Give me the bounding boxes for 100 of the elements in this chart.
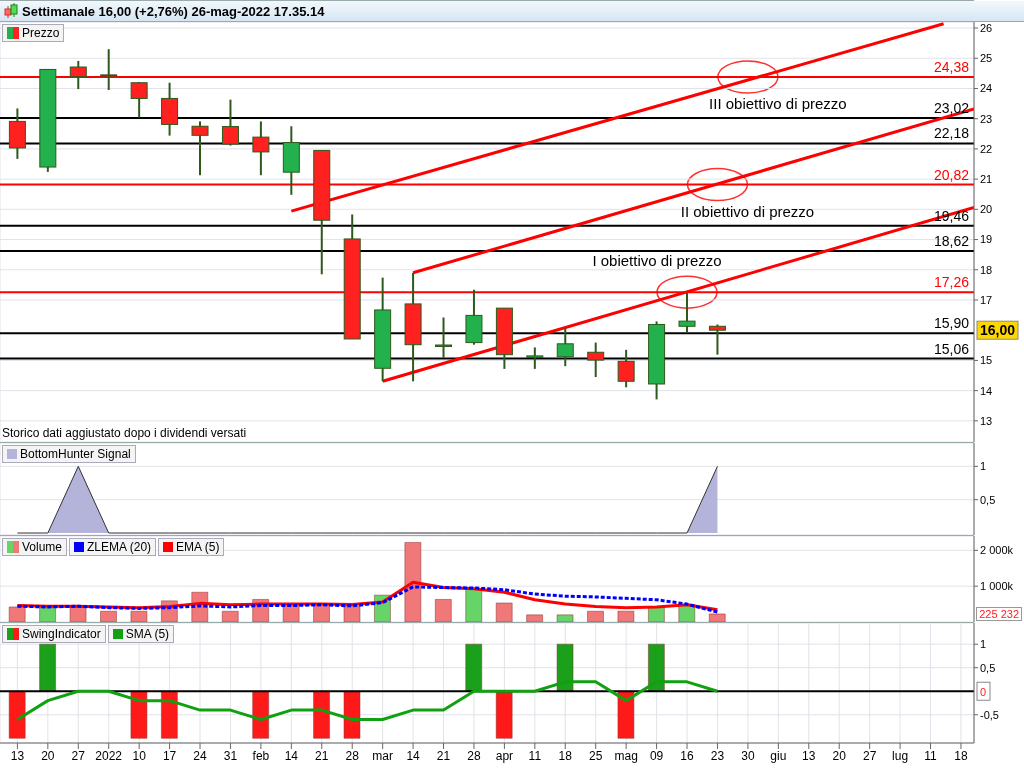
- x-tick-label: 18: [954, 748, 968, 763]
- candlestick: [130, 81, 148, 119]
- y-tick-label: 26: [980, 21, 993, 34]
- x-tick-label: 24: [193, 748, 208, 763]
- bar: [221, 611, 239, 622]
- y-tick-label: 2 000k: [980, 544, 1014, 557]
- y-tick-label: 21: [980, 173, 993, 186]
- annotation: 16,00: [980, 322, 1016, 339]
- bar: [8, 606, 26, 622]
- annotation: 0: [980, 686, 987, 699]
- x-tick-label: 28: [345, 748, 360, 763]
- x-tick-label: 23: [710, 748, 725, 763]
- annotation: I obiettivo di prezzo: [592, 252, 722, 270]
- legend-label: BottomHunter Signal: [20, 447, 131, 461]
- bar: [404, 542, 422, 622]
- candlestick: [556, 327, 574, 368]
- x-tick-label: 10: [132, 748, 147, 763]
- y-tick-label: 18: [980, 263, 993, 276]
- x-tick-label: mar: [372, 748, 393, 763]
- x-tick-label: 28: [467, 748, 481, 763]
- legend-label: Volume: [22, 540, 63, 554]
- x-tick-label: 14: [284, 748, 299, 763]
- x-tick-label: 20: [832, 748, 847, 763]
- x-tick-label: 21: [436, 748, 451, 763]
- candlestick: [708, 323, 726, 356]
- x-tick-label: 27: [862, 748, 877, 763]
- x-tick-label: 21: [315, 748, 329, 763]
- x-tick-label: 13: [10, 748, 25, 763]
- x-tick-label: 27: [71, 748, 86, 763]
- y-tick-label: 15: [980, 354, 993, 367]
- annotation: II obiettivo di prezzo: [680, 202, 815, 220]
- y-tick-label: 1: [980, 460, 987, 473]
- chart-title: Settimanale 16,00 (+2,76%) 26-mag-2022 17.35.14: [22, 3, 325, 19]
- y-tick-label: 0,5: [980, 661, 996, 674]
- x-tick-label: 14: [406, 748, 421, 763]
- candlestick: [587, 341, 605, 379]
- candlestick: [252, 120, 270, 177]
- bar: [435, 599, 452, 622]
- text: 225 232: [976, 607, 1022, 621]
- x-tick-label: 25: [589, 748, 603, 763]
- y-tick-label: 0,5: [980, 493, 996, 506]
- y-tick-label: 22: [980, 142, 993, 155]
- candlestick: [435, 316, 453, 359]
- x-tick-label: mag: [614, 748, 638, 763]
- candlestick: [69, 59, 87, 91]
- y-tick-label: 25: [980, 52, 993, 65]
- annotation: Storico dati aggiustato dopo i dividendi versati: [2, 426, 247, 440]
- y-tick-label: 17: [980, 293, 993, 306]
- annotation: III obiettivo di prezzo: [709, 94, 847, 112]
- bar: [100, 611, 117, 622]
- ref-line-label: 15,90: [933, 315, 970, 332]
- x-tick-label: 20: [41, 748, 55, 763]
- candlestick: [526, 346, 544, 370]
- bar: [130, 611, 148, 622]
- y-tick-label: 24: [980, 82, 993, 95]
- legend-label: ZLEMA (20): [87, 540, 152, 554]
- bar: [343, 606, 361, 622]
- ref-line-label: 15,06: [933, 340, 970, 357]
- bar: [708, 613, 726, 622]
- x-tick-label: 09: [649, 748, 664, 763]
- bar: [495, 602, 513, 622]
- x-tick-label: 30: [741, 748, 755, 763]
- bar: [648, 606, 665, 622]
- candlestick: [221, 98, 239, 147]
- bar: [617, 611, 635, 622]
- x-tick-label: 18: [558, 748, 573, 763]
- y-tick-label: 1: [980, 638, 987, 651]
- x-tick-label: 2022: [95, 748, 123, 763]
- bar: [556, 614, 574, 622]
- bar: [465, 588, 482, 622]
- ref-line-label: 22,18: [933, 125, 970, 142]
- candlestick: [617, 348, 635, 389]
- ref-line-label: 20,82: [933, 166, 970, 183]
- x-tick-label: giu: [770, 748, 787, 763]
- y-tick-label: 13: [980, 414, 993, 427]
- x-tick-label: lug: [892, 748, 909, 763]
- x-tick-label: 16: [680, 748, 695, 763]
- bar: [526, 614, 543, 622]
- ref-line-label: 17,26: [933, 274, 970, 291]
- x-tick-label: apr: [495, 748, 514, 763]
- ref-line-label: 23,02: [933, 100, 970, 117]
- candlestick: [678, 292, 696, 334]
- legend-label: SwingIndicator: [22, 627, 101, 641]
- x-tick-label: 11: [924, 748, 938, 763]
- y-tick-label: -0,5: [980, 708, 999, 721]
- x-tick-label: 11: [528, 748, 542, 763]
- y-tick-label: 19: [980, 233, 993, 246]
- legend-label: EMA (5): [176, 540, 220, 554]
- bar: [69, 606, 87, 622]
- y-tick-label: 1 000k: [980, 580, 1014, 593]
- legend-label: SMA (5): [125, 627, 170, 641]
- x-tick-label: 17: [162, 748, 177, 763]
- legend-label: Prezzo: [22, 26, 60, 40]
- y-tick-label: 23: [980, 112, 993, 125]
- ref-line-label: 24,38: [933, 58, 970, 75]
- bar: [39, 607, 56, 622]
- y-tick-label: 14: [980, 384, 993, 397]
- ref-line-label: 18,62: [933, 233, 970, 250]
- x-tick-label: 13: [802, 748, 816, 763]
- x-tick-label: feb: [252, 748, 270, 763]
